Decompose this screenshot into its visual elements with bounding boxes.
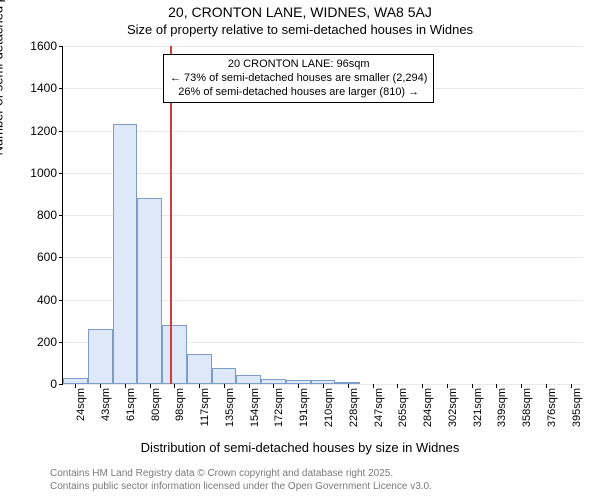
gridline [63, 131, 583, 132]
x-tick-label: 24sqm [75, 384, 87, 421]
histogram-bar [137, 198, 162, 384]
histogram-bar [88, 329, 113, 384]
credits-line-1: Contains HM Land Registry data © Crown c… [50, 468, 432, 481]
x-tick-label: 302sqm [447, 384, 459, 427]
x-tick-label: 135sqm [224, 384, 236, 427]
histogram-bar [212, 368, 237, 384]
annotation-line-2: ← 73% of semi-detached houses are smalle… [170, 72, 427, 86]
x-tick-label: 154sqm [249, 384, 261, 427]
x-tick-label: 191sqm [298, 384, 310, 427]
x-tick-label: 80sqm [150, 384, 162, 421]
y-tick-label: 1000 [30, 166, 63, 180]
y-tick-label: 800 [37, 208, 63, 222]
x-tick-label: 61sqm [125, 384, 137, 421]
x-tick-label: 117sqm [199, 384, 211, 426]
plot-area: 0200400600800100012001400160024sqm43sqm6… [62, 46, 583, 385]
y-tick-label: 1200 [30, 124, 63, 138]
reference-annotation-box: 20 CRONTON LANE: 96sqm ← 73% of semi-det… [163, 54, 434, 103]
histogram-bar [236, 375, 261, 385]
x-tick-label: 395sqm [571, 384, 583, 427]
x-tick-label: 376sqm [546, 384, 558, 427]
y-tick-label: 200 [37, 335, 63, 349]
histogram-bar [162, 325, 187, 384]
x-tick-label: 43sqm [100, 384, 112, 421]
histogram-bar [187, 354, 212, 384]
x-tick-label: 321sqm [472, 384, 484, 427]
x-tick-label: 358sqm [521, 384, 533, 427]
x-tick-label: 339sqm [496, 384, 508, 427]
y-tick-label: 400 [37, 293, 63, 307]
x-tick-label: 284sqm [422, 384, 434, 427]
x-tick-label: 247sqm [373, 384, 385, 427]
x-axis-label: Distribution of semi-detached houses by … [0, 440, 600, 455]
histogram-bar [113, 124, 138, 384]
y-tick-label: 600 [37, 250, 63, 264]
y-tick-label: 1400 [30, 81, 63, 95]
property-size-chart: 20, CRONTON LANE, WIDNES, WA8 5AJ Size o… [0, 0, 600, 500]
y-axis-label: Number of semi-detached properties [0, 0, 6, 240]
annotation-line-3: 26% of semi-detached houses are larger (… [170, 86, 427, 100]
x-tick-label: 265sqm [397, 384, 409, 427]
chart-title-main: 20, CRONTON LANE, WIDNES, WA8 5AJ [0, 4, 600, 20]
gridline [63, 173, 583, 174]
annotation-line-1: 20 CRONTON LANE: 96sqm [170, 58, 427, 72]
gridline [63, 46, 583, 47]
data-credits: Contains HM Land Registry data © Crown c… [50, 468, 432, 493]
chart-title-sub: Size of property relative to semi-detach… [0, 22, 600, 37]
y-tick-label: 1600 [30, 39, 63, 53]
x-tick-label: 98sqm [174, 384, 186, 421]
credits-line-2: Contains public sector information licen… [50, 481, 432, 494]
x-tick-label: 172sqm [273, 384, 285, 427]
x-tick-label: 228sqm [348, 384, 360, 427]
x-tick-label: 210sqm [323, 384, 335, 427]
y-tick-label: 0 [50, 377, 63, 391]
